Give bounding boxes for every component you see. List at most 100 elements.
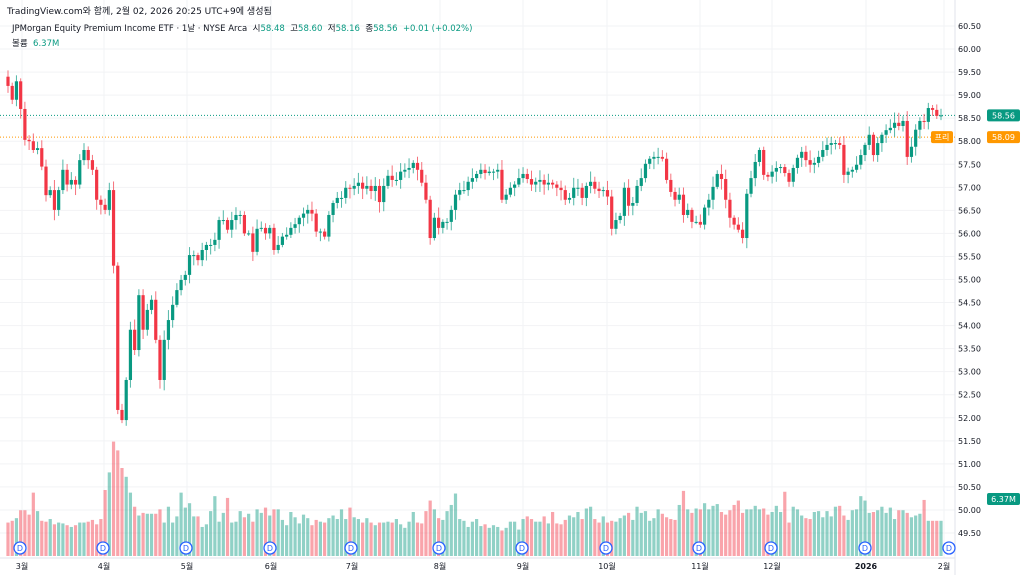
volume-bar bbox=[470, 521, 474, 556]
dividend-marker-icon[interactable] bbox=[515, 541, 529, 555]
volume-bar bbox=[918, 513, 922, 556]
dividend-marker-label: D bbox=[183, 544, 189, 553]
volume-bar bbox=[200, 526, 204, 556]
candle bbox=[348, 187, 352, 189]
dividend-marker-icon[interactable] bbox=[942, 541, 956, 555]
candle bbox=[690, 209, 694, 222]
candle bbox=[850, 169, 854, 172]
candle bbox=[694, 221, 698, 223]
candle bbox=[770, 171, 774, 177]
volume-bar bbox=[479, 526, 483, 556]
volume-bar bbox=[352, 517, 356, 556]
candle bbox=[475, 173, 479, 179]
volume-bar bbox=[449, 504, 453, 556]
candle bbox=[791, 167, 795, 182]
dividend-marker-icon[interactable] bbox=[344, 541, 358, 555]
y-tick-label: 58.50 bbox=[958, 114, 981, 123]
candle bbox=[833, 143, 838, 145]
candle bbox=[14, 81, 19, 100]
dividend-marker-label: D bbox=[519, 544, 525, 553]
volume-bar bbox=[407, 521, 411, 556]
volume-bar bbox=[567, 515, 572, 556]
candle bbox=[280, 236, 285, 245]
candle bbox=[542, 179, 546, 185]
candle bbox=[664, 158, 669, 180]
volume-bar bbox=[926, 520, 930, 556]
volume-bar bbox=[31, 492, 35, 556]
candle bbox=[90, 160, 95, 170]
volume-bar bbox=[40, 520, 44, 556]
last-price-badge-text: 58.56 bbox=[992, 111, 1015, 120]
candle bbox=[386, 175, 390, 186]
volume-bar bbox=[939, 520, 943, 556]
volume-bar bbox=[6, 522, 10, 556]
dividend-marker-icon[interactable] bbox=[858, 541, 872, 555]
dividend-marker-icon[interactable] bbox=[432, 541, 446, 555]
volume-bar bbox=[812, 512, 816, 556]
y-tick-label: 52.00 bbox=[958, 414, 981, 423]
volume-bar bbox=[525, 516, 529, 556]
dividend-marker-icon[interactable] bbox=[13, 541, 27, 555]
candle bbox=[829, 143, 833, 145]
volume-bar bbox=[719, 512, 724, 556]
dividend-marker-icon[interactable] bbox=[263, 541, 277, 555]
candle bbox=[69, 179, 73, 185]
candle bbox=[863, 144, 867, 156]
volume-bar bbox=[664, 517, 669, 556]
dividend-marker-icon[interactable] bbox=[764, 541, 778, 555]
volume-bar bbox=[639, 512, 643, 556]
volume-bar bbox=[605, 522, 610, 556]
candle bbox=[555, 184, 559, 188]
candle bbox=[614, 220, 618, 229]
candle bbox=[390, 175, 394, 180]
volume-bar bbox=[415, 522, 420, 556]
candle bbox=[73, 179, 78, 185]
volume-bar bbox=[73, 525, 78, 556]
volume-bar bbox=[816, 511, 821, 556]
candle bbox=[762, 149, 766, 175]
candle bbox=[766, 174, 770, 177]
candle bbox=[838, 143, 842, 145]
candle bbox=[922, 120, 926, 122]
dividend-marker-icon[interactable] bbox=[692, 541, 706, 555]
volume-bar bbox=[745, 509, 749, 556]
candle bbox=[204, 244, 209, 251]
volume-bar bbox=[901, 510, 905, 556]
candle bbox=[175, 290, 179, 305]
candle bbox=[854, 164, 859, 170]
candle bbox=[263, 227, 268, 234]
volume-bar bbox=[225, 497, 230, 556]
candle bbox=[909, 146, 914, 157]
candle bbox=[859, 155, 863, 165]
volume-bar bbox=[580, 519, 584, 556]
candle bbox=[27, 139, 31, 142]
volume-bar bbox=[707, 509, 711, 556]
volume-bar bbox=[462, 520, 466, 556]
volume-bar bbox=[757, 509, 762, 556]
volume-bar bbox=[263, 507, 268, 556]
candle bbox=[871, 134, 876, 156]
dividend-marker-icon[interactable] bbox=[96, 541, 110, 555]
symbol-title: JPMorgan Equity Premium Income ETF · 1날 … bbox=[12, 24, 248, 34]
dividend-marker-icon[interactable] bbox=[179, 541, 193, 555]
dividend-marker-label: D bbox=[768, 544, 774, 553]
candle bbox=[339, 197, 344, 199]
candle bbox=[821, 149, 825, 157]
candle bbox=[740, 229, 745, 239]
low-label: 저 bbox=[327, 24, 336, 34]
volume-bar bbox=[116, 450, 120, 556]
candle bbox=[724, 179, 728, 200]
volume-bar bbox=[356, 519, 361, 556]
y-tick-label: 54.00 bbox=[958, 322, 981, 331]
y-tick-label: 53.50 bbox=[958, 345, 981, 354]
volume-bar bbox=[660, 513, 664, 556]
candle bbox=[888, 127, 892, 131]
candle bbox=[631, 202, 635, 206]
volume-bar bbox=[217, 521, 221, 556]
volume-bar bbox=[504, 527, 508, 556]
volume-bar bbox=[247, 513, 251, 556]
volume-bar bbox=[335, 519, 339, 556]
candle bbox=[327, 214, 331, 237]
dividend-marker-icon[interactable] bbox=[599, 541, 613, 555]
